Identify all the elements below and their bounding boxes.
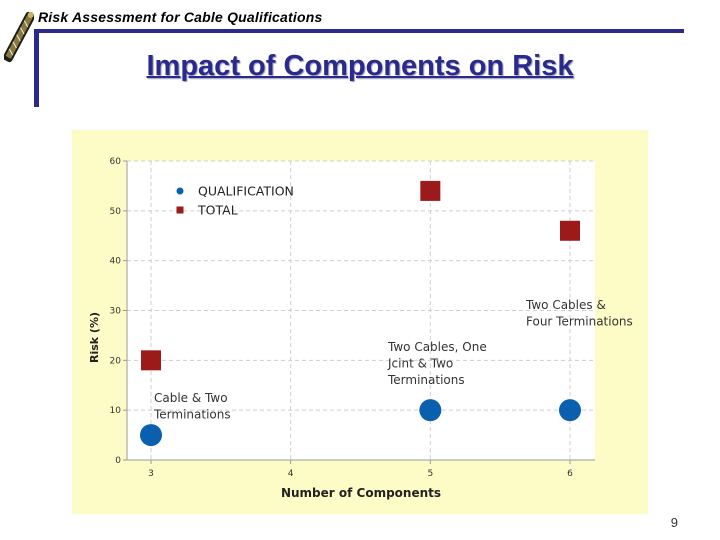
data-point-qualification [140, 424, 162, 447]
x-tick-label: 5 [427, 469, 433, 479]
annotation-line: Terminations [387, 373, 465, 387]
annotation-line: Two Cables & [525, 298, 606, 312]
legend-label: QUALIFICATION [198, 184, 294, 199]
data-point-qualification [559, 399, 581, 422]
y-tick-label: 30 [110, 307, 122, 317]
data-point-total [560, 220, 580, 241]
y-tick-label: 50 [110, 207, 122, 217]
x-tick-label: 6 [567, 469, 573, 479]
header-rule [34, 29, 684, 33]
x-axis-label: Number of Components [281, 486, 441, 500]
scatter-chart: 0 10 20 30 40 50 60 3 4 5 6 Number of Components Ris… [88, 157, 633, 500]
legend-marker-circle [176, 187, 184, 195]
legend-label: TOTAL [197, 203, 238, 218]
x-tick-label: 3 [148, 469, 154, 479]
page-number: 9 [670, 515, 678, 530]
header-side-rule [34, 29, 39, 107]
annotation-line: Terminations [153, 408, 231, 422]
data-point-total [420, 180, 441, 201]
y-tick-label: 10 [110, 406, 122, 416]
slide-title: Impact of Components on Risk [146, 50, 574, 82]
data-point-total [141, 350, 161, 371]
y-axis-label: Risk (%) [88, 312, 101, 363]
y-tick-label: 0 [115, 456, 121, 466]
legend-marker-square [176, 206, 184, 214]
annotation-line: Two Cables, One [387, 340, 487, 354]
annotation-line: Jcint & Two [387, 357, 453, 371]
data-point-qualification [419, 399, 442, 422]
annotation-line: Four Terminations [526, 315, 633, 329]
x-tick-label: 4 [288, 469, 294, 479]
header-title: Risk Assessment for Cable Qualifications [38, 9, 323, 25]
y-tick-label: 40 [110, 257, 122, 267]
annotation-line: Cable & Two [154, 391, 228, 405]
cable-logo-icon [2, 8, 36, 71]
y-tick-label: 20 [110, 356, 122, 366]
y-tick-label: 60 [110, 157, 122, 167]
